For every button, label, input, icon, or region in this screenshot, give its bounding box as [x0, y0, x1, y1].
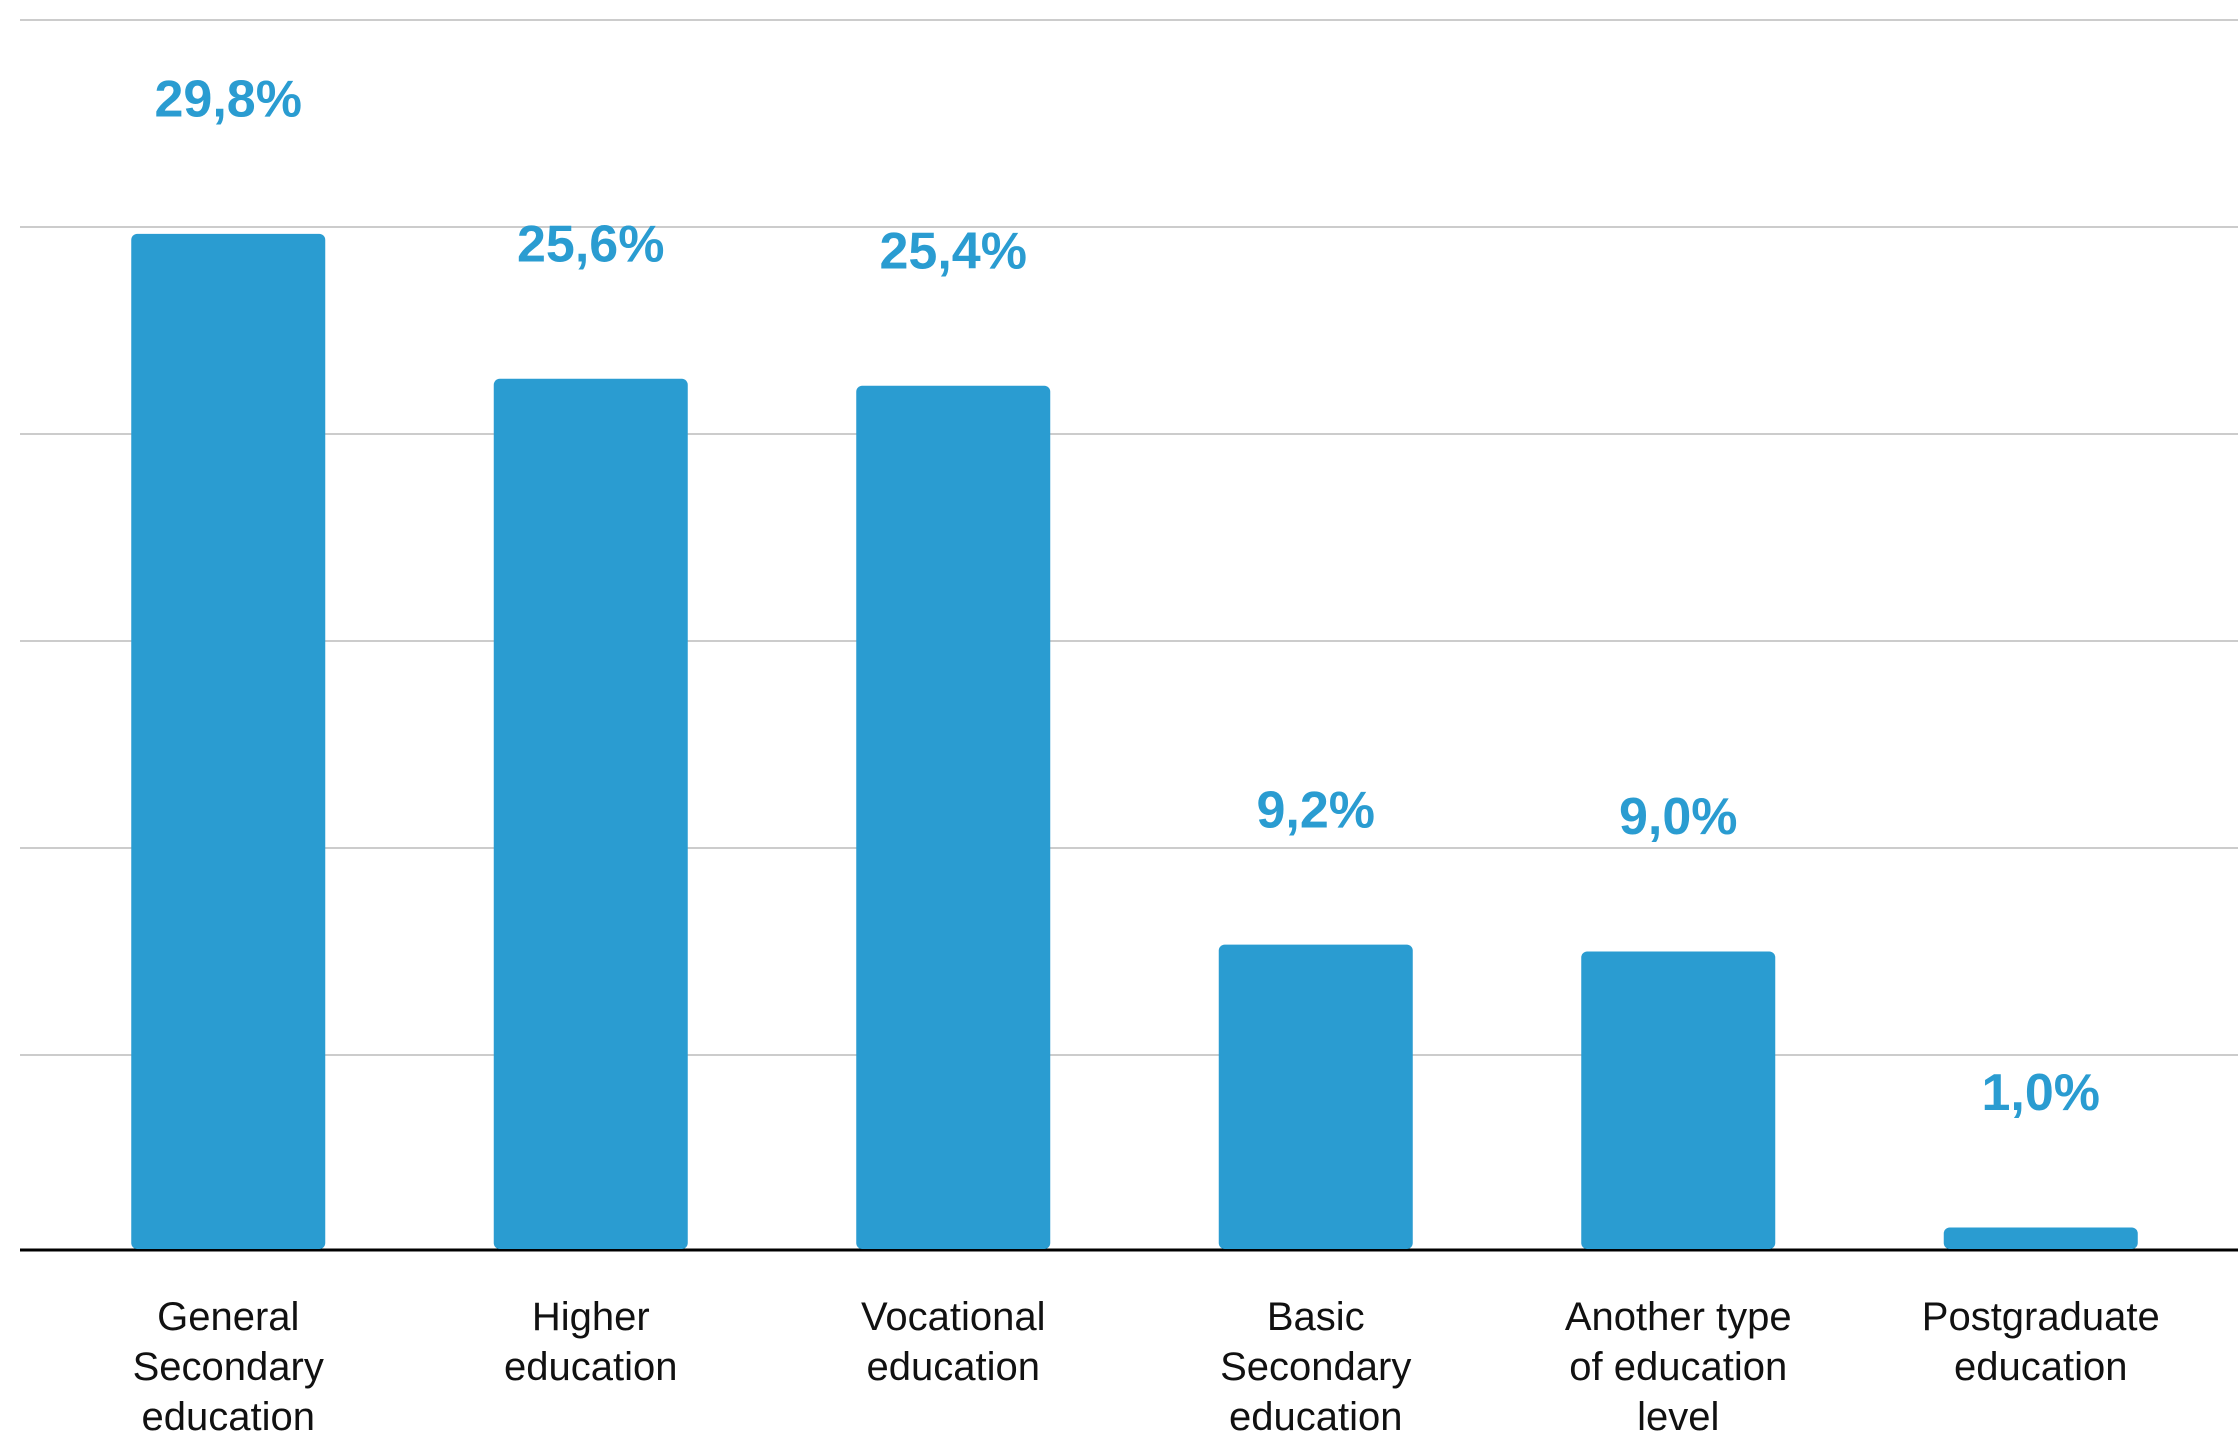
- bar: [493, 378, 688, 1249]
- x-tick-label: General Secondary education: [132, 1295, 324, 1437]
- bar: [856, 385, 1051, 1249]
- x-tick-label: Basic Secondary education: [1220, 1295, 1412, 1437]
- value-label: 9,2%: [1256, 781, 1375, 839]
- value-label: 29,8%: [155, 71, 302, 129]
- bar: [131, 233, 326, 1249]
- value-label: 25,6%: [517, 216, 664, 274]
- value-label: 25,4%: [880, 222, 1027, 280]
- bar: [1581, 951, 1776, 1249]
- value-label: 1,0%: [1981, 1064, 2100, 1122]
- x-tick-label: Higher education: [504, 1295, 678, 1389]
- bar: [1943, 1227, 2138, 1249]
- x-tick-label: Vocational education: [860, 1295, 1046, 1389]
- x-tick-label: Another type of education level: [1564, 1295, 1792, 1437]
- value-label: 9,0%: [1619, 788, 1738, 846]
- bar: [1218, 944, 1413, 1249]
- x-tick-label: Postgraduate education: [1921, 1295, 2160, 1389]
